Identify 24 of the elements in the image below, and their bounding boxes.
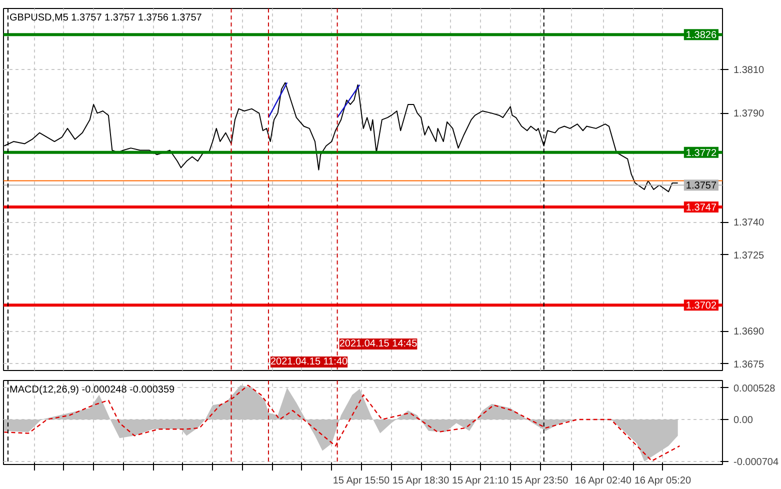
ref-line-label: 2021.04.15 14:45 (339, 338, 418, 350)
x-tick-label: 15 Apr 18:30 (392, 476, 450, 486)
y-tick-label: 1.3725 (734, 250, 765, 262)
ref-line-label: 1.3757 (686, 180, 717, 192)
x-tick-label: 15 Apr 21:10 (452, 476, 510, 486)
y-tick-label: 1.3790 (734, 108, 765, 120)
chart-title: GBPUSD,M5 1.3757 1.3757 1.3756 1.3757 (10, 12, 202, 24)
x-tick-label: 15 Apr 15:50 (332, 476, 390, 486)
x-tick-label: 15 Apr 23:50 (512, 476, 569, 486)
y-tick-label: 0.00 (734, 415, 754, 426)
y-tick-label: -0.000704 (734, 457, 779, 468)
ref-line-label: 2021.04.15 11:40 (270, 356, 348, 368)
ref-line-label: 1.3772 (686, 148, 717, 159)
y-tick-label: 1.3810 (734, 65, 765, 76)
y-tick-label: 0.000528 (734, 383, 776, 394)
x-tick-label: 16 Apr 05:20 (634, 476, 692, 486)
ref-line-label: 1.3702 (686, 300, 717, 312)
chart-title: MACD(12,26,9) -0.000248 -0.000359 (10, 384, 176, 396)
ref-line-label: 1.3747 (686, 202, 717, 214)
y-tick-label: 1.3740 (734, 218, 765, 229)
y-tick-label: 1.3675 (734, 359, 765, 370)
y-tick-label: 1.3690 (734, 326, 765, 338)
x-tick-label: 16 Apr 02:40 (574, 476, 632, 486)
ref-line-label: 1.3826 (686, 30, 717, 42)
